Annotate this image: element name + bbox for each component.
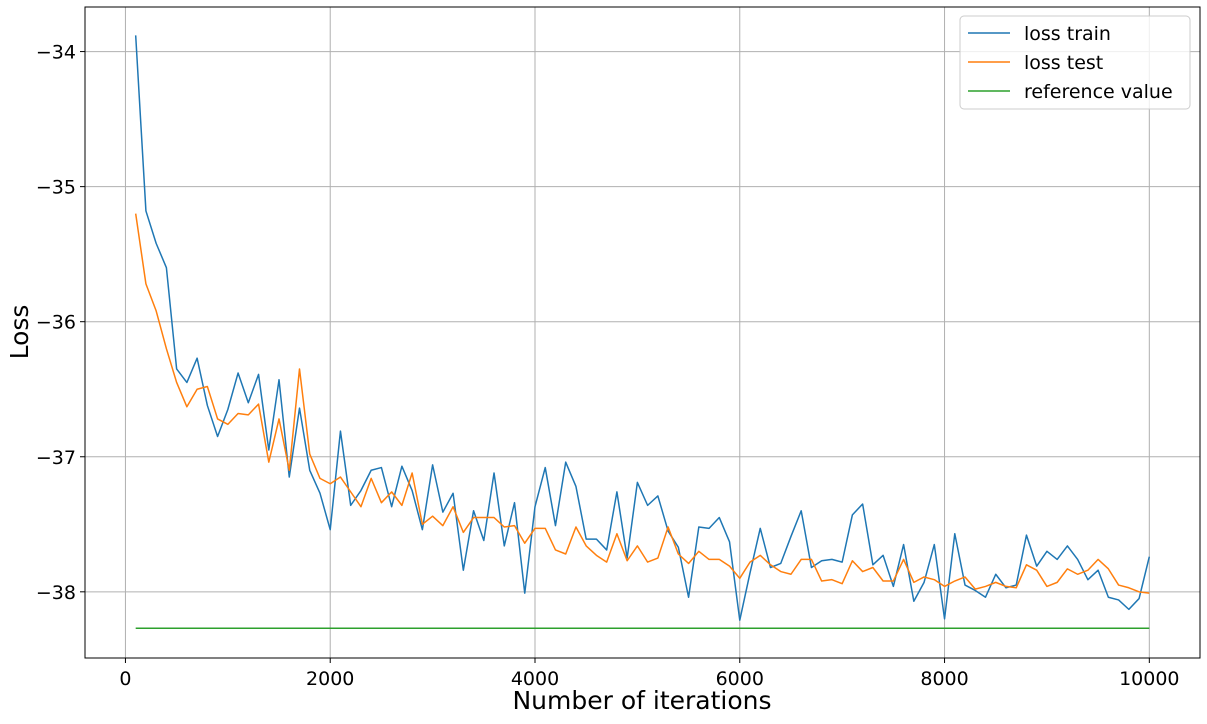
x-axis-label: Number of iterations	[512, 686, 771, 715]
legend-label: loss train	[1024, 23, 1111, 45]
x-tick-label: 6000	[716, 668, 764, 690]
y-axis-ticks: −34 −35 −36 −37 −38	[36, 42, 85, 604]
legend-label: reference value	[1024, 81, 1173, 103]
legend: loss train loss test reference value	[959, 15, 1191, 110]
x-tick-label: 0	[119, 668, 131, 690]
x-tick-label: 10000	[1119, 668, 1179, 690]
y-tick-label: −37	[36, 447, 76, 469]
x-tick-label: 8000	[920, 668, 968, 690]
y-tick-label: −34	[36, 42, 76, 64]
y-tick-label: −38	[36, 582, 76, 604]
plot-frame	[84, 6, 1201, 659]
y-tick-label: −35	[36, 177, 76, 199]
x-tick-label: 2000	[306, 668, 354, 690]
x-axis-ticks: 0 2000 4000 6000 8000 10000	[119, 658, 1180, 690]
legend-label: loss test	[1024, 52, 1103, 74]
series-line-loss-train	[134, 35, 1151, 621]
legend-box	[959, 15, 1191, 110]
y-tick-label: −36	[36, 312, 76, 334]
series-lines	[134, 35, 1151, 630]
series-line-loss-test	[134, 213, 1150, 594]
grid	[85, 7, 1200, 658]
y-axis-label: Loss	[5, 305, 34, 360]
x-tick-label: 4000	[511, 668, 559, 690]
